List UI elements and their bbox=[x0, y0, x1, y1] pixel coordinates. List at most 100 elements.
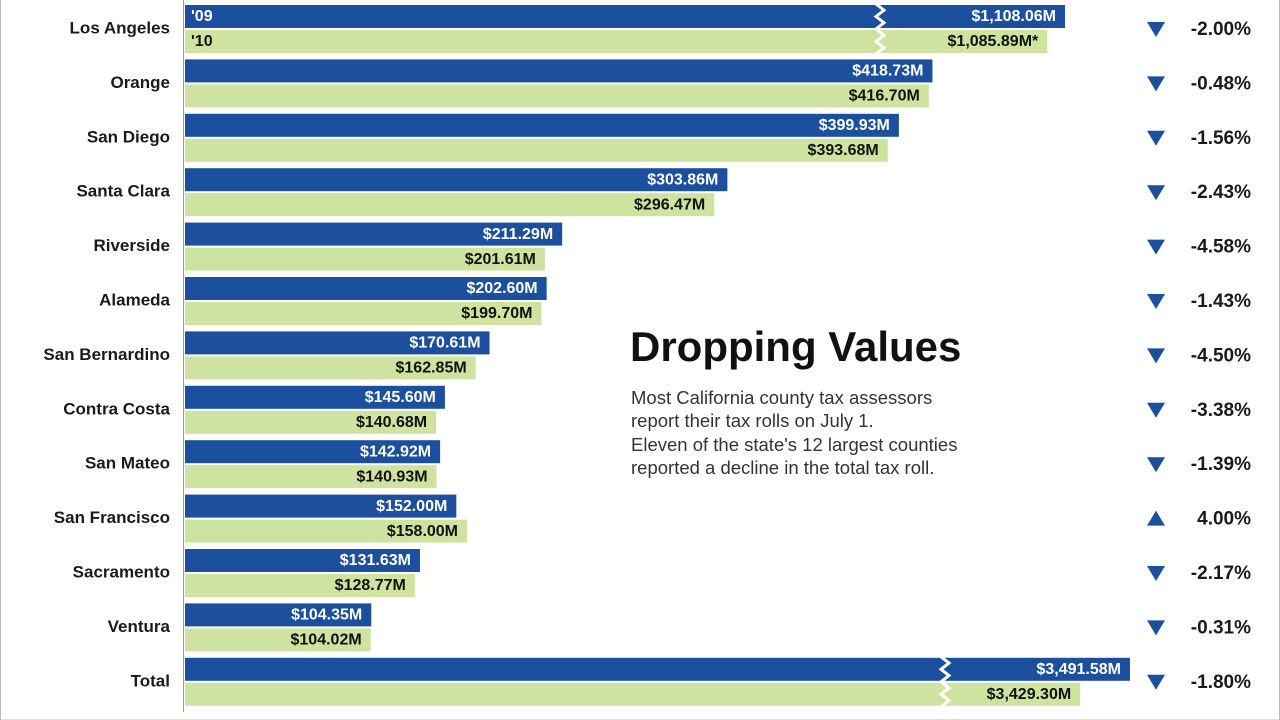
value-label: $152.00M bbox=[376, 498, 447, 515]
change-label: -4.50% bbox=[1191, 345, 1251, 366]
change-label: 4.00% bbox=[1197, 509, 1251, 530]
value-label: $3,491.58M bbox=[1036, 661, 1121, 678]
category-label: Santa Clara bbox=[76, 182, 170, 201]
bar bbox=[185, 277, 547, 300]
legend-label: '10 bbox=[191, 33, 213, 50]
category-label: San Bernardino bbox=[43, 345, 170, 364]
category-label: Total bbox=[131, 671, 170, 690]
legend-label: '09 bbox=[191, 8, 213, 25]
value-label: $201.61M bbox=[465, 251, 536, 268]
change-label: -2.17% bbox=[1191, 563, 1251, 584]
axis-break bbox=[938, 655, 952, 708]
value-label: $416.70M bbox=[849, 88, 920, 105]
change-label: -2.00% bbox=[1191, 19, 1251, 40]
bar bbox=[185, 410, 437, 434]
value-label: $393.68M bbox=[808, 142, 879, 159]
subtitle-line: reported a decline in the total tax roll… bbox=[631, 457, 934, 478]
bar bbox=[185, 193, 715, 217]
bar bbox=[185, 657, 1130, 681]
value-label: $140.68M bbox=[356, 414, 427, 431]
change-arrow bbox=[1147, 294, 1165, 309]
change-label: -3.38% bbox=[1191, 400, 1251, 421]
change-arrow bbox=[1147, 402, 1165, 418]
bar bbox=[185, 138, 888, 162]
bar bbox=[185, 331, 490, 355]
bar bbox=[185, 356, 476, 380]
category-label: Sacramento bbox=[73, 562, 170, 581]
bar bbox=[185, 440, 441, 464]
bar bbox=[185, 168, 728, 192]
bar bbox=[185, 574, 415, 597]
value-label: $131.63M bbox=[340, 552, 411, 569]
value-label: $1,085.89M* bbox=[948, 33, 1040, 50]
subtitle-line: Eleven of the state's 12 largest countie… bbox=[631, 434, 957, 455]
change-arrow bbox=[1147, 130, 1165, 146]
value-label: $162.85M bbox=[396, 360, 467, 377]
value-label: $104.02M bbox=[291, 632, 362, 649]
change-label: -1.43% bbox=[1191, 291, 1251, 312]
change-label: -0.31% bbox=[1191, 617, 1251, 638]
category-label: Ventura bbox=[108, 617, 171, 636]
change-arrow bbox=[1147, 620, 1165, 636]
change-label: -1.56% bbox=[1191, 128, 1251, 149]
subtitle-line: Most California county tax assessors bbox=[631, 387, 932, 408]
category-label: San Diego bbox=[87, 127, 170, 146]
change-arrow bbox=[1147, 348, 1165, 364]
value-label: $1,108.06M bbox=[971, 8, 1056, 25]
category-label: Orange bbox=[110, 73, 170, 92]
category-label: San Francisco bbox=[54, 508, 170, 527]
category-label: Riverside bbox=[93, 236, 170, 255]
change-label: -0.48% bbox=[1191, 73, 1251, 94]
change-label: -4.58% bbox=[1191, 237, 1251, 258]
value-label: $202.60M bbox=[466, 280, 537, 297]
change-arrow bbox=[1147, 566, 1165, 581]
change-label: -1.39% bbox=[1191, 454, 1251, 475]
change-label: -1.80% bbox=[1191, 672, 1251, 693]
change-arrow bbox=[1147, 185, 1165, 201]
bar bbox=[185, 549, 420, 572]
bar bbox=[185, 603, 372, 627]
value-label: $211.29M bbox=[483, 226, 553, 243]
chart-title: Dropping Values bbox=[630, 323, 961, 370]
bar bbox=[185, 5, 1065, 28]
change-arrow bbox=[1147, 457, 1165, 473]
bar bbox=[185, 59, 933, 83]
change-arrow bbox=[1147, 510, 1165, 526]
change-label: -2.43% bbox=[1191, 182, 1251, 203]
category-label: San Mateo bbox=[85, 454, 170, 473]
category-label: Los Angeles bbox=[70, 18, 170, 37]
bar bbox=[185, 385, 445, 409]
bar bbox=[185, 222, 563, 246]
category-label: Alameda bbox=[99, 290, 170, 309]
value-label: $199.70M bbox=[461, 305, 532, 322]
value-label: $170.61M bbox=[409, 335, 480, 352]
value-label: $145.60M bbox=[365, 389, 436, 406]
change-arrow bbox=[1147, 22, 1165, 37]
bar bbox=[185, 519, 468, 543]
value-label: $303.86M bbox=[647, 171, 718, 188]
subtitle-line: report their tax rolls on July 1. bbox=[631, 410, 874, 431]
axis-break bbox=[873, 2, 887, 56]
value-label: $399.93M bbox=[819, 117, 890, 134]
bar bbox=[185, 30, 1048, 53]
change-arrow bbox=[1147, 674, 1165, 690]
value-label: $296.47M bbox=[634, 196, 705, 213]
bar bbox=[185, 682, 1081, 706]
bar bbox=[185, 84, 929, 108]
bar bbox=[185, 247, 545, 271]
bar bbox=[185, 113, 899, 137]
value-label: $418.73M bbox=[852, 63, 923, 80]
bar bbox=[185, 628, 371, 652]
change-arrow bbox=[1147, 239, 1165, 255]
value-label: $128.77M bbox=[335, 577, 406, 594]
change-arrow bbox=[1147, 76, 1165, 92]
category-label: Contra Costa bbox=[63, 399, 170, 418]
bar bbox=[185, 465, 437, 489]
value-label: $142.92M bbox=[360, 443, 431, 460]
bar bbox=[185, 302, 542, 325]
value-label: $158.00M bbox=[387, 523, 458, 540]
value-label: $104.35M bbox=[291, 607, 362, 624]
bar bbox=[185, 494, 457, 518]
